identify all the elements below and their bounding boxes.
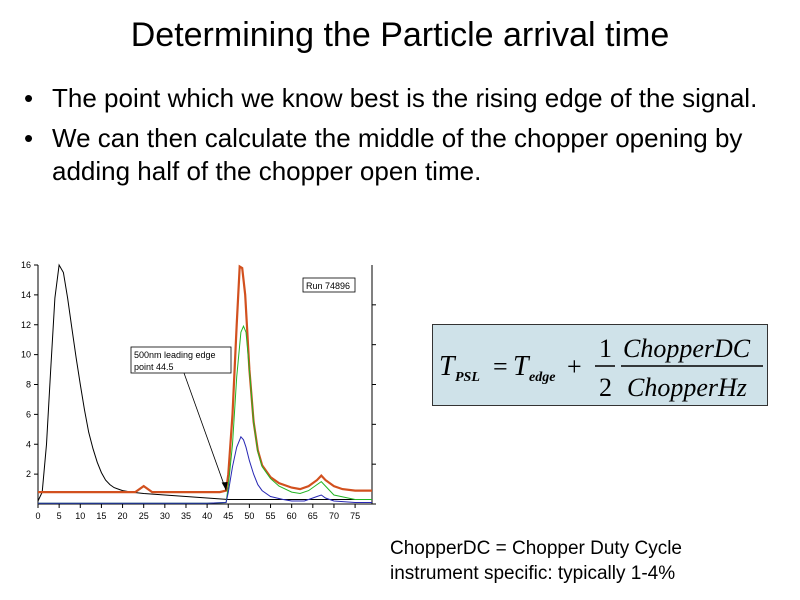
bullet-dot-icon: • (24, 123, 34, 153)
formula-plus: + (567, 352, 582, 381)
formula-term1: T (513, 351, 531, 382)
bullet-list: • The point which we know best is the ri… (18, 82, 788, 195)
series-line (38, 264, 372, 494)
x-tick-label: 45 (223, 511, 233, 521)
leading-edge-arrow-line (183, 372, 227, 491)
x-tick-label: 30 (160, 511, 170, 521)
bullet-dot-icon: • (24, 83, 34, 113)
x-tick-label: 20 (118, 511, 128, 521)
note-line: ChopperDC = Chopper Duty Cycle (390, 538, 682, 559)
y-left-tick-label: 6 (26, 409, 31, 419)
slide-title: Determining the Particle arrival time (130, 16, 670, 54)
y-left-tick-label: 4 (26, 439, 31, 449)
y-left-tick-label: 10 (21, 350, 31, 360)
run-label-text: Run 74896 (306, 281, 350, 291)
x-tick-label: 5 (57, 511, 62, 521)
leading-edge-arrow-head (221, 482, 228, 491)
formula-numerator: ChopperDC (623, 334, 751, 363)
leading-edge-box (130, 346, 232, 374)
formula-box: T PSL = T edge + 1 2 ChopperDC ChopperHz (432, 324, 768, 406)
formula-lhs-sub: PSL (455, 370, 480, 385)
x-tick-label: 35 (181, 511, 191, 521)
formula-lhs: T (439, 351, 457, 382)
formula-term1-sub: edge (529, 370, 555, 385)
y-left-tick-label: 2 (26, 469, 31, 479)
formula-denominator: ChopperHz (627, 373, 747, 402)
bullet-item: • We can then calculate the middle of th… (18, 122, 788, 188)
leading-edge-text: point 44.5 (134, 362, 174, 372)
x-tick-label: 60 (287, 511, 297, 521)
y-left-tick-label: 16 (21, 260, 31, 270)
leading-edge-text: 500nm leading edge (134, 350, 216, 360)
bullet-item: • The point which we know best is the ri… (18, 82, 788, 115)
bullet-text: The point which we know best is the risi… (52, 83, 758, 113)
series-line (37, 263, 372, 502)
x-tick-label: 40 (202, 511, 212, 521)
x-tick-label: 0 (35, 511, 40, 521)
y-left-tick-label: 8 (26, 380, 31, 390)
x-tick-label: 70 (329, 511, 339, 521)
formula-equals: = (493, 352, 508, 381)
x-tick-label: 75 (350, 511, 360, 521)
formula-half-denominator: 2 (599, 373, 612, 402)
bullet-text: We can then calculate the middle of the … (52, 123, 743, 186)
x-tick-label: 50 (244, 511, 254, 521)
run-label-box (302, 277, 356, 293)
formula-half-numerator: 1 (599, 334, 612, 363)
x-tick-label: 10 (75, 511, 85, 521)
arrival-time-chart: 0 5 10 15 20 25 30 35 40 45 50 55 60 65 70 75 2 4 6 8 10 12 14… (21, 260, 376, 521)
series-line (38, 435, 372, 504)
y-left-tick-label: 14 (21, 290, 31, 300)
note-line: instrument specific: typically 1-4% (390, 563, 676, 584)
x-tick-label: 65 (308, 511, 318, 521)
x-tick-label: 25 (139, 511, 149, 521)
y-left-tick-label: 12 (21, 320, 31, 330)
note-block: ChopperDC = Chopper Duty Cycle instrumen… (390, 536, 682, 586)
x-tick-label: 15 (96, 511, 106, 521)
formula-equation: T PSL = T edge + 1 2 ChopperDC ChopperHz (439, 334, 763, 402)
x-tick-label: 55 (266, 511, 276, 521)
